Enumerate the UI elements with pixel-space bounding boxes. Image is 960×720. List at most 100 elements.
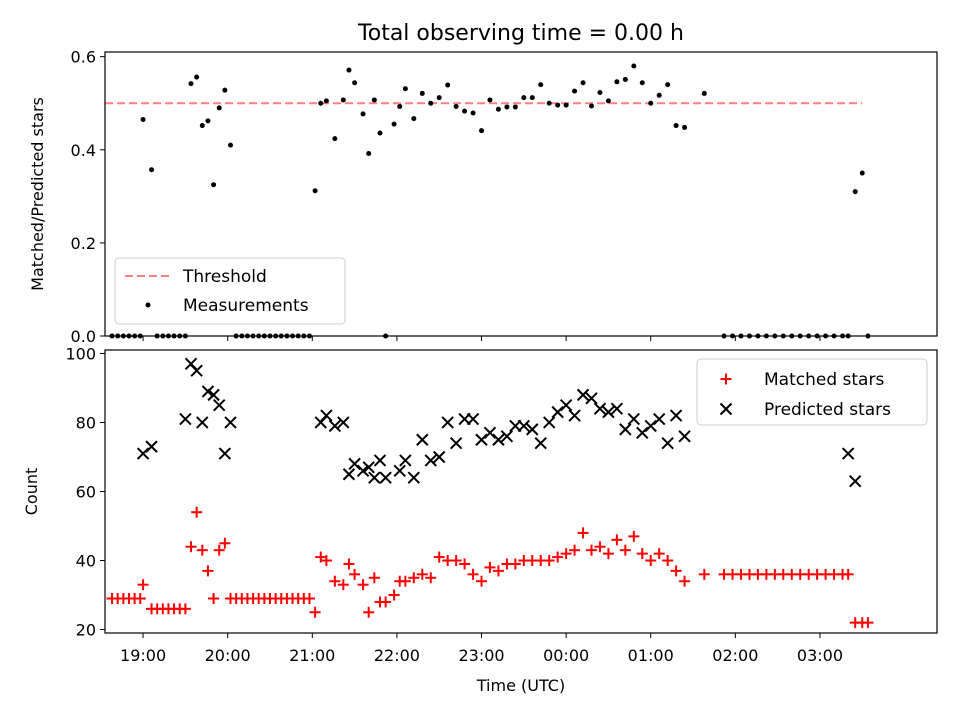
measurement-point	[487, 97, 493, 103]
predicted-star-marker	[213, 399, 226, 412]
predicted-star-marker	[841, 447, 855, 460]
matched-star-marker	[363, 606, 375, 618]
matched-star-marker	[368, 572, 380, 584]
measurement-point	[188, 81, 194, 87]
measurement-point	[580, 80, 586, 86]
predicted-star-d2	[551, 405, 564, 419]
predicted-star-d2	[320, 409, 333, 422]
measurement-point	[205, 118, 211, 124]
predicted-star-marker	[500, 430, 514, 443]
predicted-star-marker	[449, 436, 463, 450]
predicted-star-marker	[593, 402, 607, 415]
predicted-star-marker	[136, 447, 150, 460]
predicted-star-d2	[184, 357, 198, 371]
count-y-tick-label: 80	[76, 413, 96, 432]
measurement-point	[140, 117, 146, 123]
measurement-point	[453, 103, 459, 109]
count-legend: Matched stars Predicted stars	[696, 358, 928, 426]
predicted-star-d2	[517, 419, 531, 433]
measurement-point	[366, 150, 372, 156]
count-x-tick-label: 01:00	[628, 646, 674, 665]
matched-star-marker	[202, 565, 214, 577]
count-y-tick-label: 20	[76, 621, 96, 640]
predicted-star-marker	[393, 464, 406, 477]
predicted-star-marker	[526, 423, 539, 436]
predicted-star-marker	[328, 419, 342, 433]
predicted-star-marker	[661, 436, 674, 450]
matched-star-marker	[628, 530, 640, 542]
ratio-y-tick-label: 0.4	[71, 141, 96, 160]
matched-star-marker	[560, 548, 572, 560]
predicted-star-marker	[441, 416, 454, 429]
measurement-point	[371, 97, 377, 103]
measurement-point	[546, 100, 552, 106]
predicted-star-marker	[576, 388, 590, 402]
measurement-point	[859, 170, 865, 176]
predicted-star-d2	[337, 416, 350, 429]
measurement-point	[323, 98, 329, 104]
measurement-point	[852, 189, 858, 195]
count-x-tick-label: 21:00	[289, 646, 335, 665]
measurement-point	[352, 80, 358, 86]
predicted-star-d2	[610, 402, 624, 415]
predicted-star-d2	[373, 454, 387, 467]
measurement-point	[639, 80, 645, 86]
predicted-star-d2	[500, 430, 514, 443]
matched-star-marker	[670, 565, 682, 577]
matched-star-marker	[645, 555, 657, 567]
count-x-tick-label: 23:00	[458, 646, 504, 665]
measurement-point	[470, 110, 476, 116]
predicted-star-d2	[849, 474, 862, 488]
predicted-star-marker	[337, 416, 350, 429]
predicted-star-marker	[492, 433, 505, 446]
matched-star-marker	[577, 527, 589, 539]
predicted-star-d2	[218, 447, 232, 460]
matched-star-marker	[134, 592, 146, 604]
predicted-star-d2	[568, 409, 581, 422]
matched-star-marker	[315, 551, 327, 563]
matched-star-marker	[185, 541, 197, 553]
predicted-star-d2	[627, 412, 641, 426]
predicted-star-d2	[602, 405, 615, 419]
predicted-star-d2	[348, 457, 361, 471]
matched-star-marker	[484, 561, 496, 573]
ratio-y-axis-label: Matched/Predicted stars	[28, 97, 47, 291]
predicted-star-marker	[373, 454, 387, 467]
predicted-star-d2	[201, 385, 215, 398]
count-x-axis: 19:00 20:00 21:00 22:00 23:00 00:00 01:00 02:00…	[120, 633, 843, 665]
predicted-star-marker	[407, 471, 421, 484]
matched-star-marker	[309, 606, 321, 618]
count-y-tick-label: 40	[76, 552, 96, 571]
predicted-star-marker	[342, 468, 356, 481]
predicted-star-d2	[669, 409, 683, 422]
predicted-star-d2	[368, 471, 381, 484]
measurement-point	[563, 102, 569, 108]
predicted-star-d2	[644, 419, 657, 433]
matched-star-marker	[191, 506, 203, 518]
predicted-star-marker	[379, 471, 392, 484]
matched-star-marker	[329, 575, 341, 587]
measurement-point	[538, 82, 544, 88]
predicted-star-marker	[356, 464, 370, 477]
matched-star-marker	[337, 579, 349, 591]
predicted-star-d2	[407, 471, 421, 484]
predicted-star-d2	[483, 426, 497, 440]
matched-star-marker	[619, 544, 631, 556]
count-x-tick-label: 22:00	[374, 646, 420, 665]
predicted-star-marker	[362, 461, 375, 474]
measurement-point	[504, 104, 510, 110]
predicted-star-d2	[449, 436, 463, 450]
measurement-point	[445, 82, 451, 88]
measurement-point	[589, 103, 595, 109]
matched-star-marker	[425, 572, 437, 584]
matched-star-marker	[552, 551, 564, 563]
measurement-point	[419, 90, 425, 96]
matched-star-marker	[586, 544, 598, 556]
predicted-star-d2	[362, 461, 375, 474]
predicted-star-marker	[610, 402, 624, 415]
predicted-star-d2	[328, 419, 342, 433]
predicted-star-d2	[678, 430, 691, 443]
predicted-star-d2	[356, 464, 370, 477]
matched-star-marker	[543, 555, 555, 567]
predicted-star-marker	[475, 433, 488, 446]
